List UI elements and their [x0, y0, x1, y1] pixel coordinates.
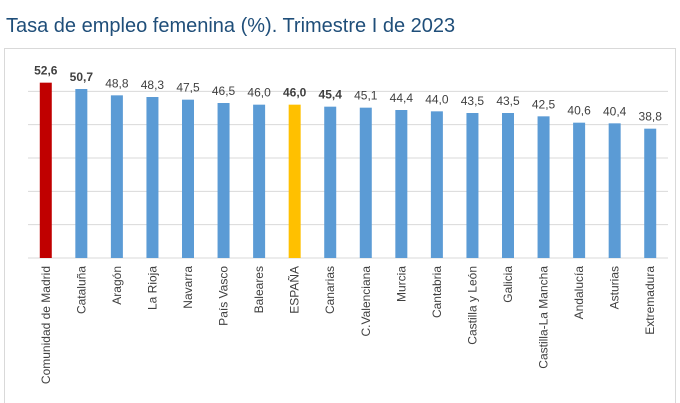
- x-tick-label: Cataluña: [74, 266, 88, 314]
- bar: [359, 107, 372, 259]
- x-tick-label: Canarias: [323, 266, 337, 314]
- value-label: 43,5: [496, 94, 520, 108]
- bar: [110, 95, 123, 258]
- x-tick-label: Castilla-La Mancha: [537, 266, 551, 369]
- value-label: 45,4: [319, 88, 343, 102]
- value-label: 44,4: [390, 91, 414, 105]
- x-tick-label: Comunidad de Madrid: [39, 266, 53, 384]
- bar: [466, 113, 479, 258]
- value-label: 43,5: [461, 94, 485, 108]
- value-label: 40,4: [603, 104, 627, 118]
- value-label: 46,5: [212, 84, 236, 98]
- value-label: 48,3: [141, 78, 165, 92]
- x-tick-label: Asturias: [608, 266, 622, 309]
- x-tick-label: Castilla y León: [465, 266, 479, 345]
- x-tick-label: Galicia: [501, 266, 515, 303]
- x-tick-label: Andalucía: [572, 266, 586, 320]
- x-tick-label: ESPAÑA: [288, 266, 302, 314]
- bar: [644, 128, 657, 258]
- value-label: 48,8: [105, 76, 129, 90]
- bar: [537, 116, 550, 258]
- value-label: 47,5: [176, 81, 200, 95]
- x-tick-label: Aragón: [110, 266, 124, 305]
- value-label: 38,8: [639, 110, 663, 124]
- bar: [146, 97, 159, 258]
- value-label: 46,0: [247, 86, 271, 100]
- chart-frame: [4, 48, 676, 403]
- value-label: 50,7: [70, 70, 94, 84]
- bar: [288, 104, 301, 259]
- x-tick-label: Extremadura: [643, 266, 657, 335]
- bar: [182, 99, 194, 259]
- chart-title: Tasa de empleo femenina (%). Trimestre I…: [6, 15, 455, 37]
- bar: [608, 123, 621, 258]
- x-tick-label: C.Valenciana: [359, 266, 373, 337]
- value-label: 52,6: [34, 64, 58, 78]
- bar: [430, 111, 443, 258]
- bar: [217, 103, 230, 258]
- value-label: 46,0: [283, 86, 307, 100]
- x-tick-label: País Vasco: [217, 266, 231, 326]
- bar: [75, 89, 88, 258]
- x-tick-label: Murcia: [394, 266, 408, 302]
- bar: [395, 110, 408, 258]
- bar: [253, 104, 266, 259]
- x-tick-label: Cantabria: [430, 266, 444, 318]
- value-label: 44,0: [425, 92, 449, 106]
- value-label: 42,5: [532, 97, 556, 111]
- bar: [573, 122, 586, 259]
- x-tick-label: Baleares: [252, 266, 266, 313]
- x-tick-label: La Rioja: [145, 266, 159, 310]
- value-label: 40,6: [567, 104, 591, 118]
- bar: [324, 106, 337, 259]
- x-tick-label: Navarra: [181, 266, 195, 309]
- bar: [502, 113, 514, 258]
- value-label: 45,1: [354, 89, 378, 103]
- bar: [39, 82, 52, 259]
